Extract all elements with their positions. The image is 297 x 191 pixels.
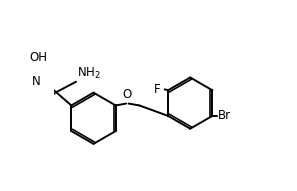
Text: NH$_2$: NH$_2$ [77, 66, 101, 81]
Text: Br: Br [218, 109, 231, 122]
Text: F: F [154, 83, 161, 96]
Text: OH: OH [29, 51, 47, 64]
Text: N: N [32, 75, 41, 88]
Text: O: O [122, 88, 132, 101]
